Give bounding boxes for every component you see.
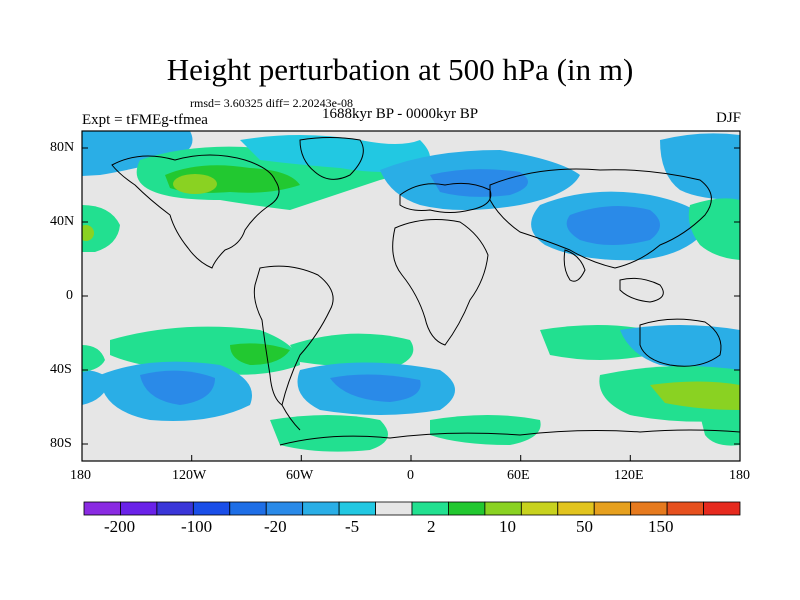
coastline-europe (399, 182, 492, 213)
colorbar-label-neg20: -20 (264, 517, 287, 536)
colorbar-label-neg200: -200 (104, 517, 136, 536)
coastline-southeast-asia (619, 277, 664, 303)
anomaly-blue-australia (620, 325, 740, 371)
coastline-india (563, 249, 586, 282)
coastline-greenland (299, 137, 364, 180)
anomaly-yellow-pacific-west (82, 225, 94, 241)
tick-marks (81, 147, 741, 461)
experiment-label: Expt = tFMEg-tfmea (82, 112, 208, 128)
x-tick-120e: 120E (614, 468, 644, 483)
x-tick-180-left: 180 (70, 468, 91, 483)
x-tick-0: 0 (407, 468, 414, 483)
coastline-north-america (111, 154, 280, 269)
y-tick-0: 0 (66, 288, 73, 303)
x-tick-60e: 60E (507, 468, 530, 483)
stats-text: rmsd= 3.60325 diff= 2.20243e-08 (190, 96, 353, 110)
coastline-asia (489, 168, 712, 269)
anomaly-blue-eurasia-core (430, 169, 528, 197)
anomaly-green-south-pacific-core (230, 343, 290, 365)
colorbar-label-50: 50 (576, 517, 593, 536)
x-tick-120w: 120W (172, 468, 207, 483)
anomaly-green-antarctic (270, 415, 388, 452)
coastline-antarctica (279, 429, 740, 446)
anomaly-yellow-south-indian (650, 381, 740, 410)
anomaly-blue-northeast (660, 133, 740, 200)
season-label: DJF (715, 110, 741, 126)
coastline-africa (392, 219, 489, 346)
anomaly-blue-south-pacific-core (140, 370, 215, 405)
coastline-australia (639, 318, 722, 367)
colorbar-label-neg5: -5 (345, 517, 360, 536)
colorbar-label-2: 2 (427, 517, 436, 536)
y-tick-40n: 40N (50, 214, 75, 229)
anomaly-green-antarctic-east (430, 415, 541, 445)
anomaly-green-antarctic-far-east (700, 413, 740, 446)
y-tick-80s: 80S (50, 436, 72, 451)
colorbar-label-neg100: -100 (181, 517, 213, 536)
anomaly-green-pacific-west (82, 205, 120, 252)
anomaly-blue-south-atlantic-core (330, 374, 421, 402)
map-title: Height perturbation at 500 hPa (in m) (166, 52, 634, 87)
coastline-south-america (253, 265, 334, 406)
y-tick-40s: 40S (50, 362, 72, 377)
anomaly-green-southwest-edge (82, 345, 105, 372)
coastlines (111, 137, 740, 446)
anomaly-cyan-north-atlantic (240, 135, 430, 173)
anomaly-green-pacific-east (688, 198, 740, 260)
coastline-antarctic-peninsula (281, 404, 301, 431)
y-tick-80n: 80N (50, 140, 75, 155)
anomaly-green-south-atlantic (290, 333, 414, 367)
anomaly-yellow-canada (173, 174, 217, 194)
colorbar-label-150: 150 (648, 517, 674, 536)
period-label: 1688kyr BP - 0000kyr BP (322, 106, 479, 122)
anomaly-blue-asia-core (566, 206, 660, 245)
x-tick-180-right: 180 (729, 468, 750, 483)
colorbar-label-10: 10 (499, 517, 516, 536)
x-tick-60w: 60W (286, 468, 314, 483)
anomaly-blue-arctic-west (82, 131, 193, 176)
anomaly-blue-southwest-edge (82, 370, 110, 405)
